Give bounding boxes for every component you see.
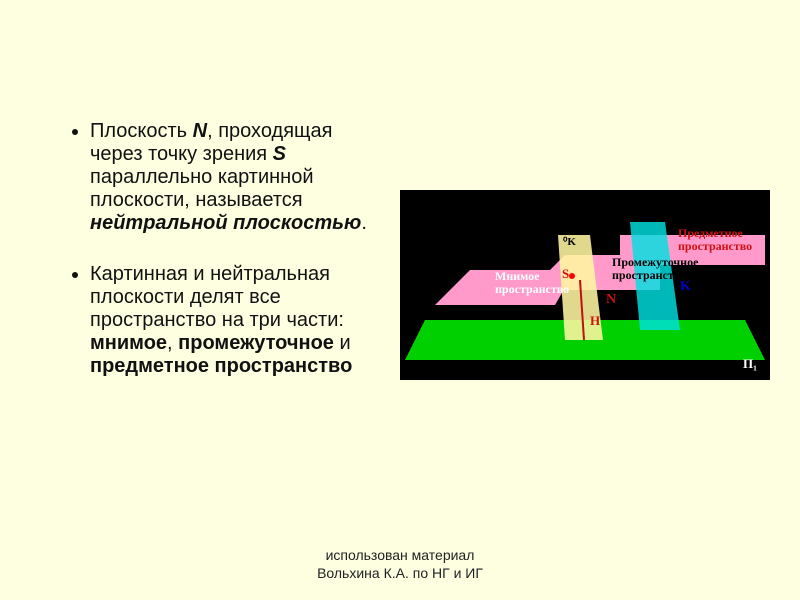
label-P1: П₁ [743, 356, 757, 371]
bullet-2: Картинная и нейтральная плоскости делят … [90, 263, 390, 378]
letter-OK: ⁰K [563, 236, 576, 248]
b1-mid2: параллельно картинной плоскости, называе… [90, 166, 314, 211]
label-mnim1: Мнимое [495, 269, 540, 283]
b1-term: нейтральной плоскостью [90, 212, 361, 234]
point-S [569, 273, 575, 279]
label-mnim2: пространство [495, 282, 569, 296]
label-promezh1: Промежуточное [612, 255, 699, 269]
label-promezh2: пространство [612, 268, 686, 282]
b2-pre: Картинная и нейтральная плоскости делят … [90, 263, 344, 331]
letter-H: H [590, 313, 600, 328]
letter-N: N [606, 292, 616, 307]
b2-c1: , [167, 332, 178, 354]
footer-l1: использован материал [0, 547, 800, 565]
diagram-svg: Предметное пространство Промежуточное пр… [400, 190, 770, 380]
b1-sym-N: N [193, 120, 207, 142]
letter-S: S [562, 266, 569, 281]
footer-l2: Вольхина К.А. по НГ и ИГ [0, 565, 800, 583]
b2-t1: мнимое [90, 332, 167, 354]
b2-t2: промежуточное [178, 332, 334, 354]
b1-pre: Плоскость [90, 120, 193, 142]
label-predmet2: пространство [678, 239, 752, 253]
footer-credit: использован материал Вольхина К.А. по НГ… [0, 547, 800, 582]
letter-K: K [680, 279, 691, 294]
diagram-3d: Предметное пространство Промежуточное пр… [400, 190, 770, 380]
bullet-1: Плоскость N, проходящая через точку зрен… [90, 120, 390, 235]
b1-post: . [361, 212, 367, 234]
label-predmet1: Предметное [678, 226, 744, 240]
text-column: Плоскость N, проходящая через точку зрен… [70, 120, 390, 406]
b1-sym-S: S [273, 143, 286, 165]
b2-c2: и [334, 332, 351, 354]
b2-t3: предметное пространство [90, 355, 352, 377]
